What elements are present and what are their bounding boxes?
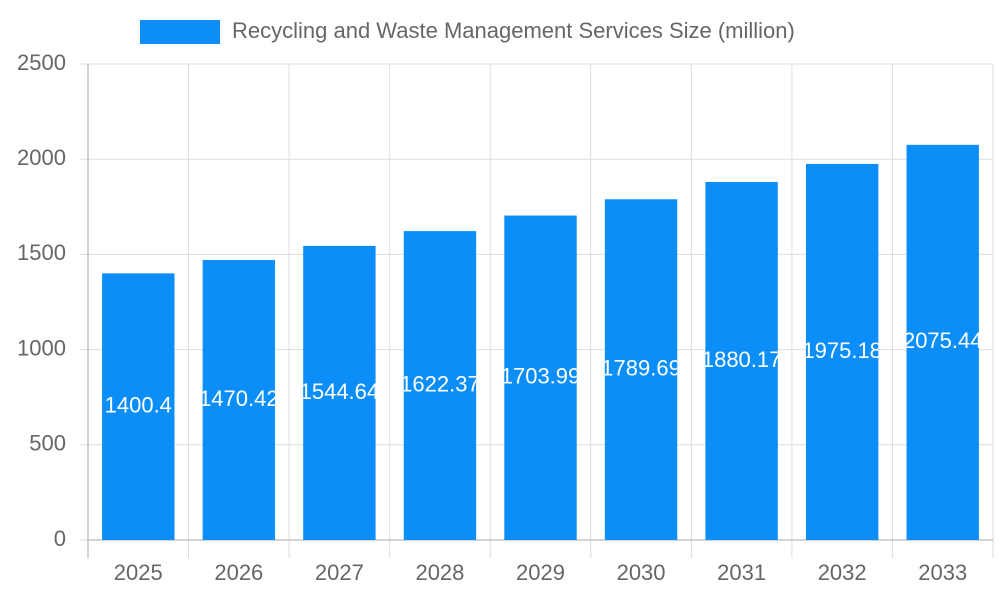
bar	[102, 273, 175, 540]
bar	[403, 231, 477, 540]
y-tick-label: 2000	[17, 145, 66, 170]
x-tick-label: 2031	[717, 560, 766, 585]
x-tick-label: 2030	[617, 560, 666, 585]
x-tick-label: 2027	[315, 560, 364, 585]
legend-swatch	[140, 20, 220, 44]
value-label: 1400.4	[105, 392, 172, 417]
bar	[705, 182, 778, 540]
value-label: 1975.18	[802, 338, 882, 363]
y-tick-label: 1000	[17, 335, 66, 360]
bar	[805, 163, 879, 541]
legend-label: Recycling and Waste Management Services …	[232, 18, 795, 43]
value-label: 2075.44	[903, 328, 983, 353]
y-tick-label: 0	[54, 526, 66, 551]
x-tick-label: 2033	[918, 560, 967, 585]
value-label: 1544.64	[300, 379, 380, 404]
y-tick-label: 500	[29, 431, 66, 456]
bar	[604, 199, 678, 540]
value-label: 1470.42	[199, 386, 279, 411]
x-tick-label: 2026	[214, 560, 263, 585]
x-tick-label: 2025	[114, 560, 163, 585]
bar	[303, 245, 376, 540]
x-tick-label: 2028	[415, 560, 464, 585]
value-label: 1703.99	[501, 364, 581, 389]
value-label: 1880.17	[702, 347, 782, 372]
x-tick-label: 2029	[516, 560, 565, 585]
value-label: 1789.69	[601, 355, 681, 380]
bar	[202, 260, 276, 540]
x-tick-label: 2032	[818, 560, 867, 585]
bar	[504, 215, 577, 540]
y-tick-label: 2500	[17, 50, 66, 75]
value-label: 1622.37	[400, 371, 480, 396]
y-tick-label: 1500	[17, 240, 66, 265]
bar	[906, 144, 979, 540]
